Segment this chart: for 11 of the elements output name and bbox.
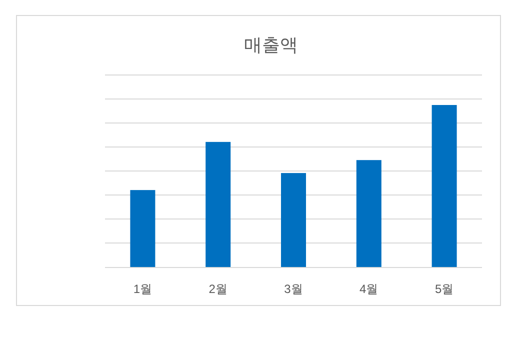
bar xyxy=(281,173,306,267)
x-tick-label: 5월 xyxy=(434,282,454,296)
bar xyxy=(356,160,382,267)
bar xyxy=(130,190,156,267)
x-tick-label: 4월 xyxy=(360,282,378,296)
x-tick-label: 2월 xyxy=(208,282,228,296)
x-tick-label: 3월 xyxy=(284,282,303,296)
bar xyxy=(206,142,231,267)
x-tick-label: 1월 xyxy=(133,282,152,296)
chart-title: 매출액 xyxy=(244,35,298,55)
bar xyxy=(432,105,457,267)
